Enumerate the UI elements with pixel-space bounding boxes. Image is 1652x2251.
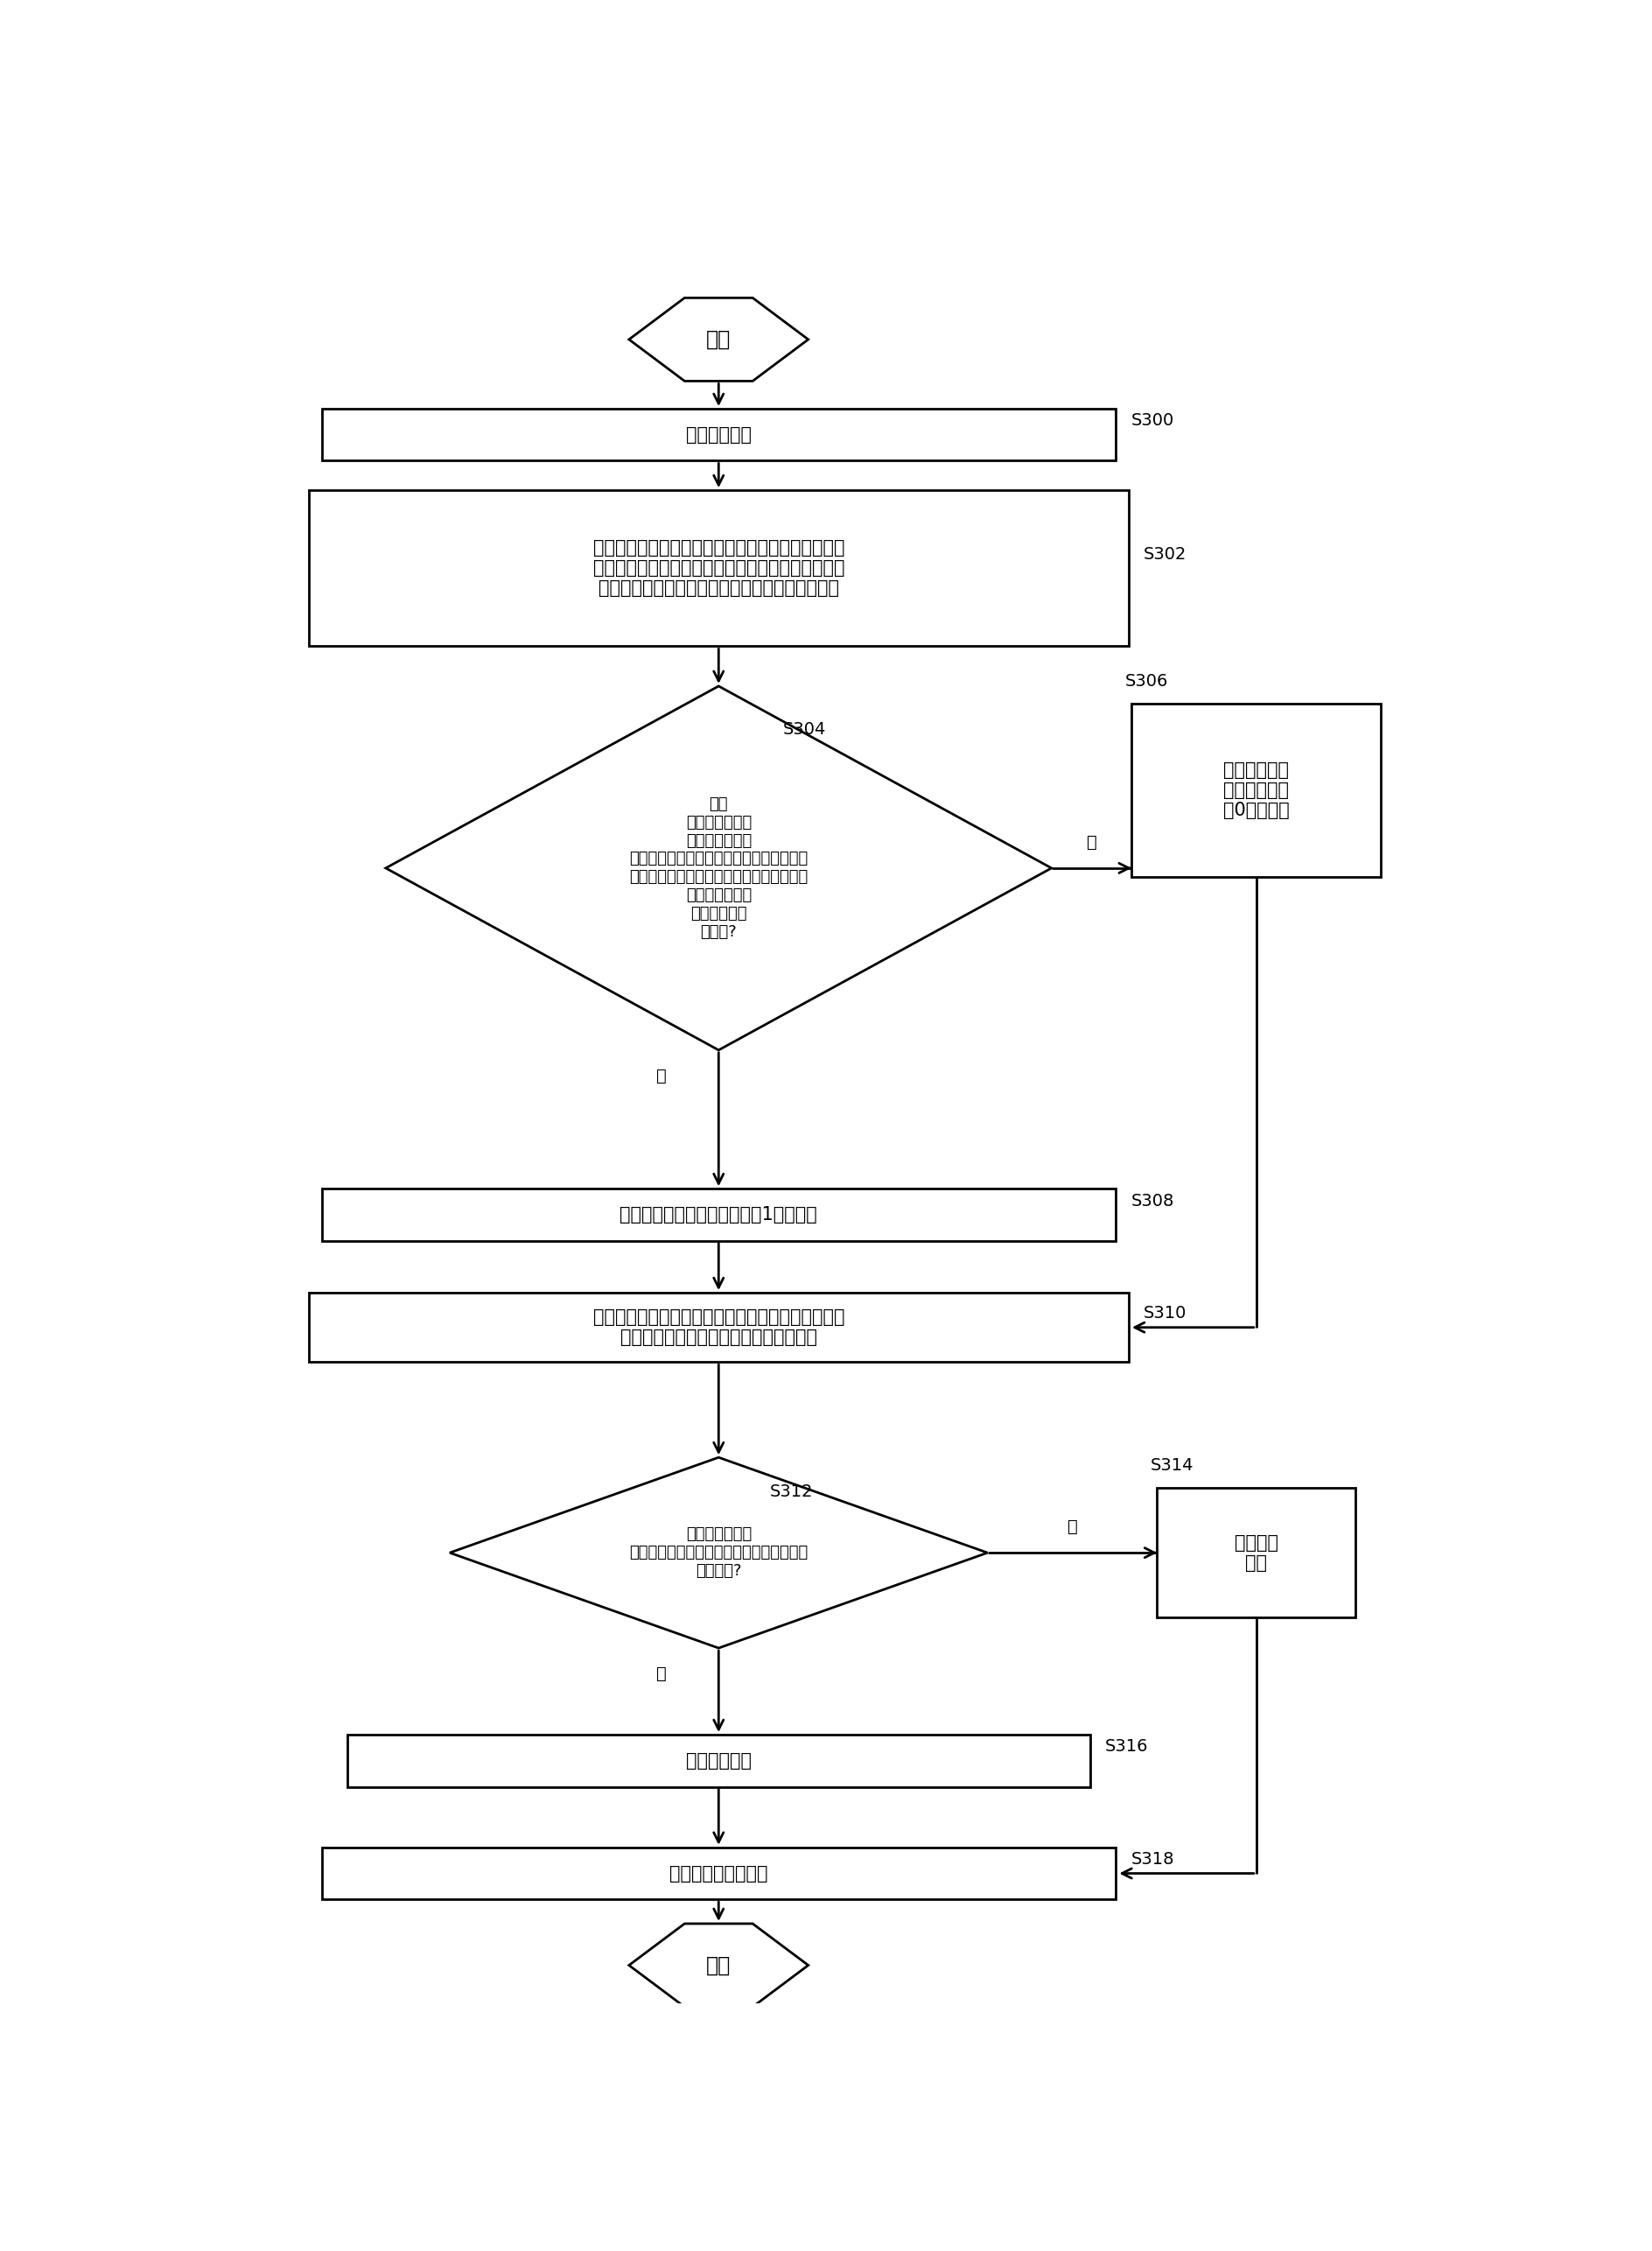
FancyBboxPatch shape bbox=[322, 1848, 1115, 1900]
Text: 否: 否 bbox=[656, 1666, 666, 1681]
Text: 将顶场像素点的运动状态的标识与底场中相同空间位
置的像素点的运动状态的标识进行或运算: 将顶场像素点的运动状态的标识与底场中相同空间位 置的像素点的运动状态的标识进行或… bbox=[593, 1308, 844, 1346]
FancyBboxPatch shape bbox=[322, 410, 1115, 461]
Polygon shape bbox=[629, 297, 808, 380]
Text: S312: S312 bbox=[770, 1483, 813, 1501]
Text: 结束: 结束 bbox=[707, 1954, 730, 1976]
Text: 是: 是 bbox=[656, 1067, 666, 1085]
Text: 将静止的像素
点的运动状态
用0进行标识: 将静止的像素 点的运动状态 用0进行标识 bbox=[1222, 761, 1290, 819]
Text: 判断当前帧的像
素点相对相邻帧的相同空间位置的像素点的
运动状态?: 判断当前帧的像 素点相对相邻帧的相同空间位置的像素点的 运动状态? bbox=[629, 1526, 808, 1578]
Text: S308: S308 bbox=[1132, 1193, 1175, 1209]
Polygon shape bbox=[629, 1925, 808, 2008]
Text: S302: S302 bbox=[1143, 547, 1186, 563]
Text: S306: S306 bbox=[1125, 673, 1168, 689]
Text: 采用场内
插值: 采用场内 插值 bbox=[1234, 1533, 1279, 1571]
Text: S310: S310 bbox=[1143, 1306, 1186, 1321]
Text: S316: S316 bbox=[1105, 1738, 1148, 1756]
Text: 输出处理后的当前帧: 输出处理后的当前帧 bbox=[669, 1864, 768, 1882]
Polygon shape bbox=[449, 1456, 988, 1648]
Text: S300: S300 bbox=[1132, 412, 1175, 430]
Text: 接收视频数据: 接收视频数据 bbox=[686, 425, 752, 443]
FancyBboxPatch shape bbox=[309, 1292, 1128, 1362]
Text: 检测
当前帧顶场的像
素点相对相邻帧
顶场的相同空间位置的像素点的运动状态，
及检测当前帧底场的像素点相对相邻帧底场
的相同空间位置
的像素点的运
动状态?: 检测 当前帧顶场的像 素点相对相邻帧 顶场的相同空间位置的像素点的运动状态， 及… bbox=[629, 797, 808, 939]
Text: 开始: 开始 bbox=[707, 329, 730, 349]
FancyBboxPatch shape bbox=[347, 1736, 1090, 1787]
Polygon shape bbox=[387, 687, 1051, 1049]
Text: 将运动的像素点的运动状态用1进行标识: 将运动的像素点的运动状态用1进行标识 bbox=[620, 1207, 818, 1225]
Text: S304: S304 bbox=[783, 720, 826, 738]
FancyBboxPatch shape bbox=[1156, 1488, 1356, 1618]
FancyBboxPatch shape bbox=[322, 1189, 1115, 1240]
FancyBboxPatch shape bbox=[309, 491, 1128, 646]
Text: 是: 是 bbox=[1067, 1519, 1077, 1535]
Text: 计算当前帧的顶场与相邻帧的顶场的相同空间位置的
像素点的像素绝对差值，及计算当前帧的底场与相邻
帧的相同空间位置的底场的像素点的像素绝对差值: 计算当前帧的顶场与相邻帧的顶场的相同空间位置的 像素点的像素绝对差值，及计算当前… bbox=[593, 540, 844, 597]
Text: S314: S314 bbox=[1151, 1456, 1194, 1474]
FancyBboxPatch shape bbox=[1132, 702, 1381, 878]
Text: 采用场外插值: 采用场外插值 bbox=[686, 1751, 752, 1769]
Text: 否: 否 bbox=[1087, 835, 1097, 851]
Text: S318: S318 bbox=[1132, 1850, 1175, 1868]
